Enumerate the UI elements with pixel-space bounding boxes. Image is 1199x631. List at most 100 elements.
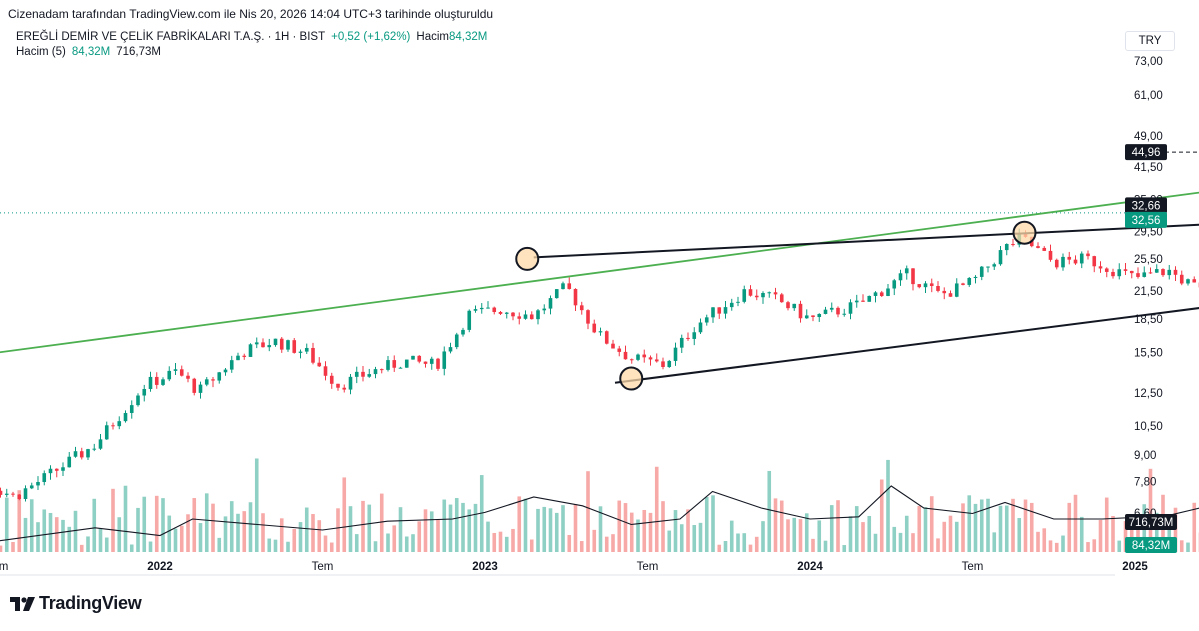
candle-body (67, 456, 72, 468)
price-tag-text: 32,66 (1132, 200, 1161, 212)
volume-ma-line (0, 485, 1199, 542)
candle-body (673, 347, 678, 361)
volume-bar (598, 506, 603, 552)
candle-body (48, 468, 53, 474)
volume-bar (817, 520, 822, 552)
volume-bar (17, 490, 22, 552)
time-tick-label: 2023 (472, 561, 498, 573)
candle-body (261, 342, 265, 348)
candle-body (267, 345, 272, 348)
price-scale[interactable]: 73,0061,0049,0041,5035,0029,5025,5021,50… (1134, 56, 1163, 520)
volume-bar (254, 458, 259, 552)
volume-bar (1179, 540, 1184, 552)
volume-bar (498, 531, 503, 552)
candle-body (536, 310, 540, 320)
resistance-trendline[interactable] (533, 204, 1199, 259)
price-tick-label: 73,00 (1134, 56, 1163, 68)
support-trendline[interactable] (614, 253, 1199, 384)
candle-body (617, 348, 622, 352)
volume-bar (611, 534, 615, 552)
volume-bar (379, 493, 384, 552)
volume-bar (742, 533, 747, 552)
volume-bar (11, 541, 15, 552)
symbol-title[interactable]: EREĞLİ DEMİR VE ÇELİK FABRİKALARI T.A.Ş.… (16, 31, 326, 43)
pivot-low-2023[interactable] (619, 366, 644, 391)
candle-body (279, 338, 284, 350)
candle-body (954, 283, 959, 297)
candle-body (36, 482, 40, 486)
volume-bar (573, 503, 578, 552)
pivot-circles[interactable] (515, 208, 1199, 391)
volume-bar (186, 514, 190, 552)
pivot-high-2023[interactable] (515, 246, 540, 271)
symbol-legend[interactable]: EREĞLİ DEMİR VE ÇELİK FABRİKALARI T.A.Ş.… (16, 31, 487, 43)
candle-body (529, 314, 534, 320)
drawn-trendlines[interactable] (0, 84, 1199, 384)
candle-body (0, 490, 3, 495)
candle-body (704, 317, 709, 323)
candle-body (779, 294, 784, 303)
candle-body (167, 370, 172, 380)
volume-bar (229, 501, 234, 552)
candle-body (1004, 244, 1009, 251)
candle-body (992, 264, 997, 267)
candle-body (1179, 274, 1184, 284)
candle-body (561, 283, 565, 290)
volume-bar (729, 520, 734, 552)
volume-bar (961, 503, 965, 552)
time-tick-label: Tem (0, 561, 8, 573)
volume-bar (1104, 497, 1109, 552)
candlesticks (0, 228, 1199, 502)
volume-bar (704, 496, 709, 552)
pivot-high-2024[interactable] (1012, 220, 1037, 245)
volume-bar (448, 504, 453, 552)
price-tick-label: 29,50 (1134, 226, 1163, 238)
volume-bar (686, 509, 690, 552)
volume-bar (973, 503, 978, 552)
candle-body (129, 405, 134, 413)
candle-body (1111, 271, 1115, 277)
candle-body (142, 388, 147, 396)
candle-body (1148, 272, 1153, 274)
volume-bar (848, 516, 853, 552)
candle-body (611, 343, 615, 349)
volume-bar (373, 541, 378, 552)
candle-body (942, 290, 947, 294)
volume-bar (167, 515, 172, 552)
candle-body (948, 293, 953, 297)
price-tick-label: 9,00 (1134, 450, 1156, 462)
candle-body (11, 493, 15, 495)
tradingview-logo[interactable]: TradingView (10, 593, 142, 614)
volume-tag-bg (1125, 537, 1177, 553)
candle-body (498, 312, 503, 314)
candle-body (148, 376, 153, 389)
candle-body (754, 295, 759, 298)
candle-body (686, 337, 690, 339)
volume-bar (354, 534, 359, 552)
volume-bar (823, 540, 828, 552)
upper-green-channel-line[interactable] (0, 84, 1199, 378)
candle-body (254, 342, 259, 345)
price-tags: 44,96 32,66 32,56 716,73M 84,32M (1125, 144, 1177, 553)
candle-body (86, 449, 90, 458)
price-tick-label: 61,00 (1134, 90, 1163, 102)
volume-bar (767, 470, 772, 552)
candle-body (554, 289, 559, 299)
volume-bar (304, 507, 309, 552)
volume-ma-label[interactable]: Hacim (5) (16, 46, 66, 58)
candle-body (742, 289, 747, 302)
measure-annotations[interactable]: 8,94 (37,68%) 44712,30 (37,68%) 615 (1125, 123, 1199, 273)
price-tick-label: 10,50 (1134, 421, 1163, 433)
price-change: +0,52 (+1,62%) (331, 31, 411, 43)
volume-bar (1054, 542, 1059, 552)
time-scale[interactable]: Tem2022Tem2023Tem2024Tem2025Tem2026Tem20… (0, 561, 1199, 573)
volume-bar (1023, 499, 1028, 552)
candle-body (879, 292, 884, 296)
candle-body (29, 485, 34, 489)
candle-body (648, 357, 653, 360)
candle-body (1086, 253, 1090, 257)
currency-selector[interactable]: TRY (1125, 31, 1175, 51)
volume-ma-legend[interactable]: Hacim (5) 84,32M 716,73M (16, 46, 161, 58)
volume-bar (417, 521, 422, 552)
